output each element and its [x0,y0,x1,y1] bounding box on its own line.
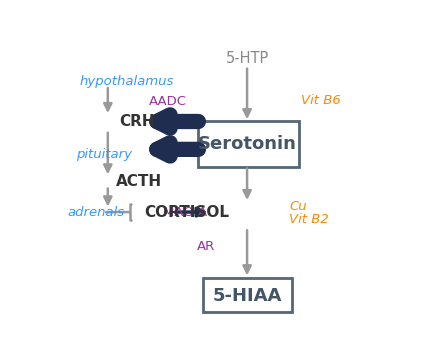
Text: 5-HIAA: 5-HIAA [213,287,282,305]
Text: AR: AR [197,240,215,253]
FancyBboxPatch shape [198,122,299,168]
Text: hypothalamus: hypothalamus [79,75,174,88]
Text: Serotonin: Serotonin [197,135,297,153]
Text: MAO A: MAO A [163,206,207,219]
Text: 5-HTP: 5-HTP [226,51,269,66]
Text: CRH: CRH [120,114,155,129]
Text: pituitary: pituitary [76,148,132,161]
FancyBboxPatch shape [204,278,292,312]
Text: adrenals: adrenals [68,206,125,219]
Text: Vit B6: Vit B6 [301,94,340,107]
Text: ACTH: ACTH [116,174,162,189]
Text: AADC: AADC [149,96,187,109]
Text: CORTISOL: CORTISOL [145,205,230,220]
Text: Vit B2: Vit B2 [289,213,329,226]
Text: Cu: Cu [289,200,307,213]
